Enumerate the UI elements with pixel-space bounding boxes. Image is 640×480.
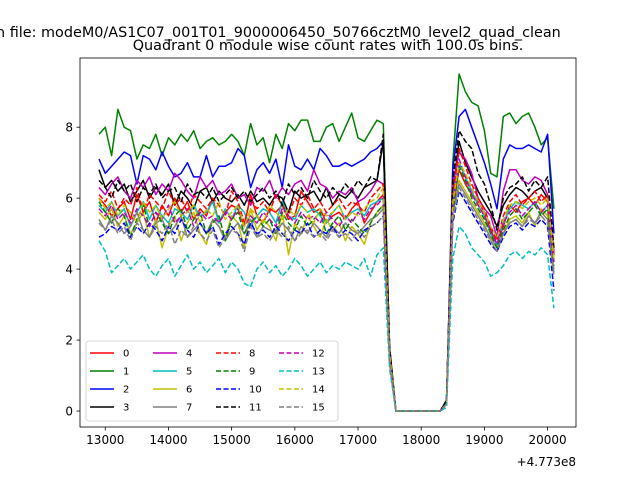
y-tick-label: 0 [65,404,73,418]
legend-label-2: 2 [123,385,129,396]
legend-label-10: 10 [249,385,262,396]
series-1-line [98,73,555,412]
legend-label-15: 15 [312,403,325,414]
legend-label-12: 12 [312,349,325,360]
legend-label-3: 3 [123,403,129,414]
x-tick-label: 17000 [339,433,377,447]
legend-label-6: 6 [186,385,192,396]
x-tick-label: 13000 [86,433,124,447]
y-tick-label: 2 [65,333,73,347]
legend-label-13: 13 [312,367,325,378]
x-tick-label: 14000 [149,433,187,447]
series-14-line [98,161,555,412]
y-tick-label: 4 [65,262,73,276]
series-13-line [98,225,555,412]
legend-label-7: 7 [186,403,192,414]
y-axis: 0 2 4 6 8 [65,120,80,418]
legend-label-14: 14 [312,385,325,396]
series-layer [98,73,555,412]
chart-title: Quadrant 0 module wise count rates with … [133,38,524,54]
series-11-line [98,129,555,412]
series-2-line [98,108,555,412]
series-10-line [98,190,555,412]
x-tick-label: 20000 [528,433,566,447]
legend-label-8: 8 [249,349,255,360]
legend-label-9: 9 [249,367,255,378]
legend-label-0: 0 [123,349,129,360]
legend-label-11: 11 [249,403,262,414]
series-4-line [98,151,555,412]
plot-frame [79,57,577,428]
series-7-line [98,183,555,412]
y-tick-label: 8 [65,120,73,134]
y-tick-label: 6 [65,191,73,205]
figure-suptitle: n file: modeM0/AS1C07_001T01_9000006450_… [0,25,561,41]
x-tick-label: 19000 [465,433,503,447]
x-tick-label: 15000 [213,433,251,447]
x-tick-label: 16000 [276,433,314,447]
legend-label-1: 1 [123,367,129,378]
legend-box [85,340,339,422]
x-axis: 13000 14000 15000 16000 17000 18000 19000 20000 [86,427,567,447]
series-12-line [98,158,555,412]
x-tick-label: 18000 [402,433,440,447]
series-6-line [98,179,555,412]
legend-label-5: 5 [186,367,192,378]
legend-label-4: 4 [186,349,192,360]
x-offset-label: +4.773e8 [517,455,576,469]
